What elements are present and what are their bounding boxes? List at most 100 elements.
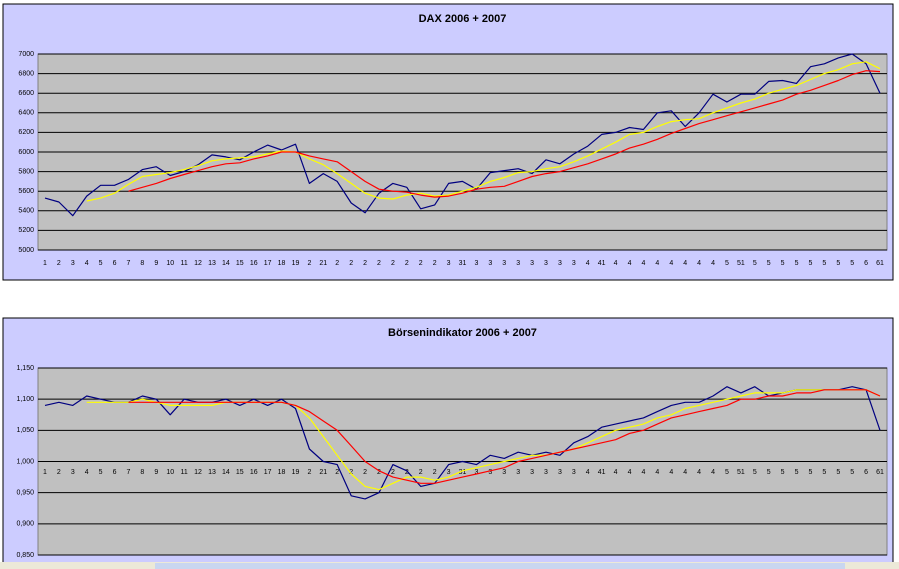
x-tick-label: 21 [319, 260, 327, 267]
series-line [86, 61, 881, 202]
x-tick-label: 3 [544, 469, 548, 476]
x-tick-label: 5 [725, 469, 729, 476]
x-tick-label: 5 [836, 260, 840, 267]
x-tick-label: 5 [99, 260, 103, 267]
x-tick-label: 3 [502, 260, 506, 267]
x-tick-label: 14 [222, 260, 230, 267]
x-tick-label: 2 [57, 260, 61, 267]
x-tick-label: 5 [850, 469, 854, 476]
y-tick-label: 6800 [18, 70, 34, 77]
x-tick-label: 2 [433, 469, 437, 476]
x-tick-label: 17 [264, 260, 272, 267]
x-tick-label: 5 [836, 469, 840, 476]
x-tick-label: 4 [655, 260, 659, 267]
y-tick-label: 1,050 [16, 427, 34, 434]
x-tick-label: 5 [781, 260, 785, 267]
x-tick-label: 51 [737, 260, 745, 267]
x-tick-label: 3 [447, 469, 451, 476]
x-tick-label: 2 [363, 469, 367, 476]
x-tick-label: 2 [391, 260, 395, 267]
x-tick-label: 2 [377, 469, 381, 476]
x-tick-label: 4 [683, 469, 687, 476]
series-line [86, 389, 881, 491]
x-tick-label: 4 [85, 260, 89, 267]
x-tick-label: 3 [71, 260, 75, 267]
x-tick-label: 3 [530, 260, 534, 267]
x-tick-label: 4 [641, 469, 645, 476]
x-tick-label: 12 [194, 260, 202, 267]
x-tick-label: 13 [208, 469, 216, 476]
x-tick-label: 2 [307, 260, 311, 267]
y-tick-label: 5600 [18, 188, 34, 195]
x-tick-label: 5 [725, 260, 729, 267]
x-tick-label: 2 [335, 469, 339, 476]
x-tick-label: 12 [194, 469, 202, 476]
x-tick-label: 4 [641, 260, 645, 267]
x-tick-label: 6 [864, 260, 868, 267]
x-tick-label: 5 [753, 260, 757, 267]
x-tick-label: 4 [614, 260, 618, 267]
x-tick-label: 3 [572, 469, 576, 476]
y-tick-label: 5400 [18, 208, 34, 215]
x-tick-label: 51 [737, 469, 745, 476]
y-tick-label: 0,950 [16, 490, 34, 497]
x-tick-label: 2 [307, 469, 311, 476]
x-tick-label: 11 [180, 260, 187, 267]
x-tick-label: 3 [558, 469, 562, 476]
x-tick-label: 21 [319, 469, 327, 476]
x-tick-label: 7 [127, 260, 131, 267]
x-tick-label: 3 [572, 260, 576, 267]
x-tick-label: 5 [822, 260, 826, 267]
x-tick-label: 4 [628, 469, 632, 476]
x-tick-label: 7 [127, 469, 131, 476]
x-tick-label: 11 [180, 469, 187, 476]
y-tick-label: 0,900 [16, 521, 34, 528]
chart-title: Börsenindikator 2006 + 2007 [388, 327, 537, 339]
x-tick-label: 3 [502, 469, 506, 476]
y-tick-label: 1,100 [16, 396, 34, 403]
x-tick-label: 2 [57, 469, 61, 476]
x-tick-label: 3 [558, 260, 562, 267]
x-tick-label: 5 [99, 469, 103, 476]
x-tick-label: 2 [349, 469, 353, 476]
x-tick-label: 4 [711, 260, 715, 267]
series-line [44, 53, 881, 217]
x-tick-label: 3 [71, 469, 75, 476]
x-tick-label: 4 [85, 469, 89, 476]
x-tick-label: 19 [292, 469, 300, 476]
y-tick-label: 1,000 [16, 458, 34, 465]
x-tick-label: 41 [598, 469, 606, 476]
x-tick-label: 15 [236, 469, 244, 476]
y-tick-label: 5000 [18, 247, 34, 254]
x-tick-label: 3 [474, 260, 478, 267]
x-tick-label: 2 [391, 469, 395, 476]
x-tick-label: 2 [405, 260, 409, 267]
x-tick-label: 2 [405, 469, 409, 476]
x-tick-label: 3 [516, 469, 520, 476]
x-tick-label: 10 [166, 469, 174, 476]
series-line [44, 386, 881, 500]
x-tick-label: 2 [419, 469, 423, 476]
x-tick-label: 2 [363, 260, 367, 267]
x-tick-label: 4 [586, 469, 590, 476]
chart-title: DAX 2006 + 2007 [419, 13, 507, 25]
x-tick-label: 4 [697, 469, 701, 476]
x-tick-label: 1 [43, 469, 47, 476]
x-tick-label: 1 [43, 260, 47, 267]
x-tick-label: 16 [250, 469, 258, 476]
x-tick-label: 2 [335, 260, 339, 267]
x-tick-label: 31 [459, 469, 467, 476]
y-tick-label: 7000 [18, 51, 34, 58]
x-tick-label: 14 [222, 469, 230, 476]
x-tick-label: 6 [113, 469, 117, 476]
x-tick-label: 4 [655, 469, 659, 476]
y-tick-label: 6200 [18, 129, 34, 136]
x-tick-label: 5 [795, 260, 799, 267]
x-tick-label: 31 [459, 260, 467, 267]
x-tick-label: 5 [822, 469, 826, 476]
x-tick-label: 2 [349, 260, 353, 267]
y-tick-label: 0,850 [16, 552, 34, 559]
x-tick-label: 61 [876, 469, 884, 476]
y-tick-label: 6000 [18, 149, 34, 156]
